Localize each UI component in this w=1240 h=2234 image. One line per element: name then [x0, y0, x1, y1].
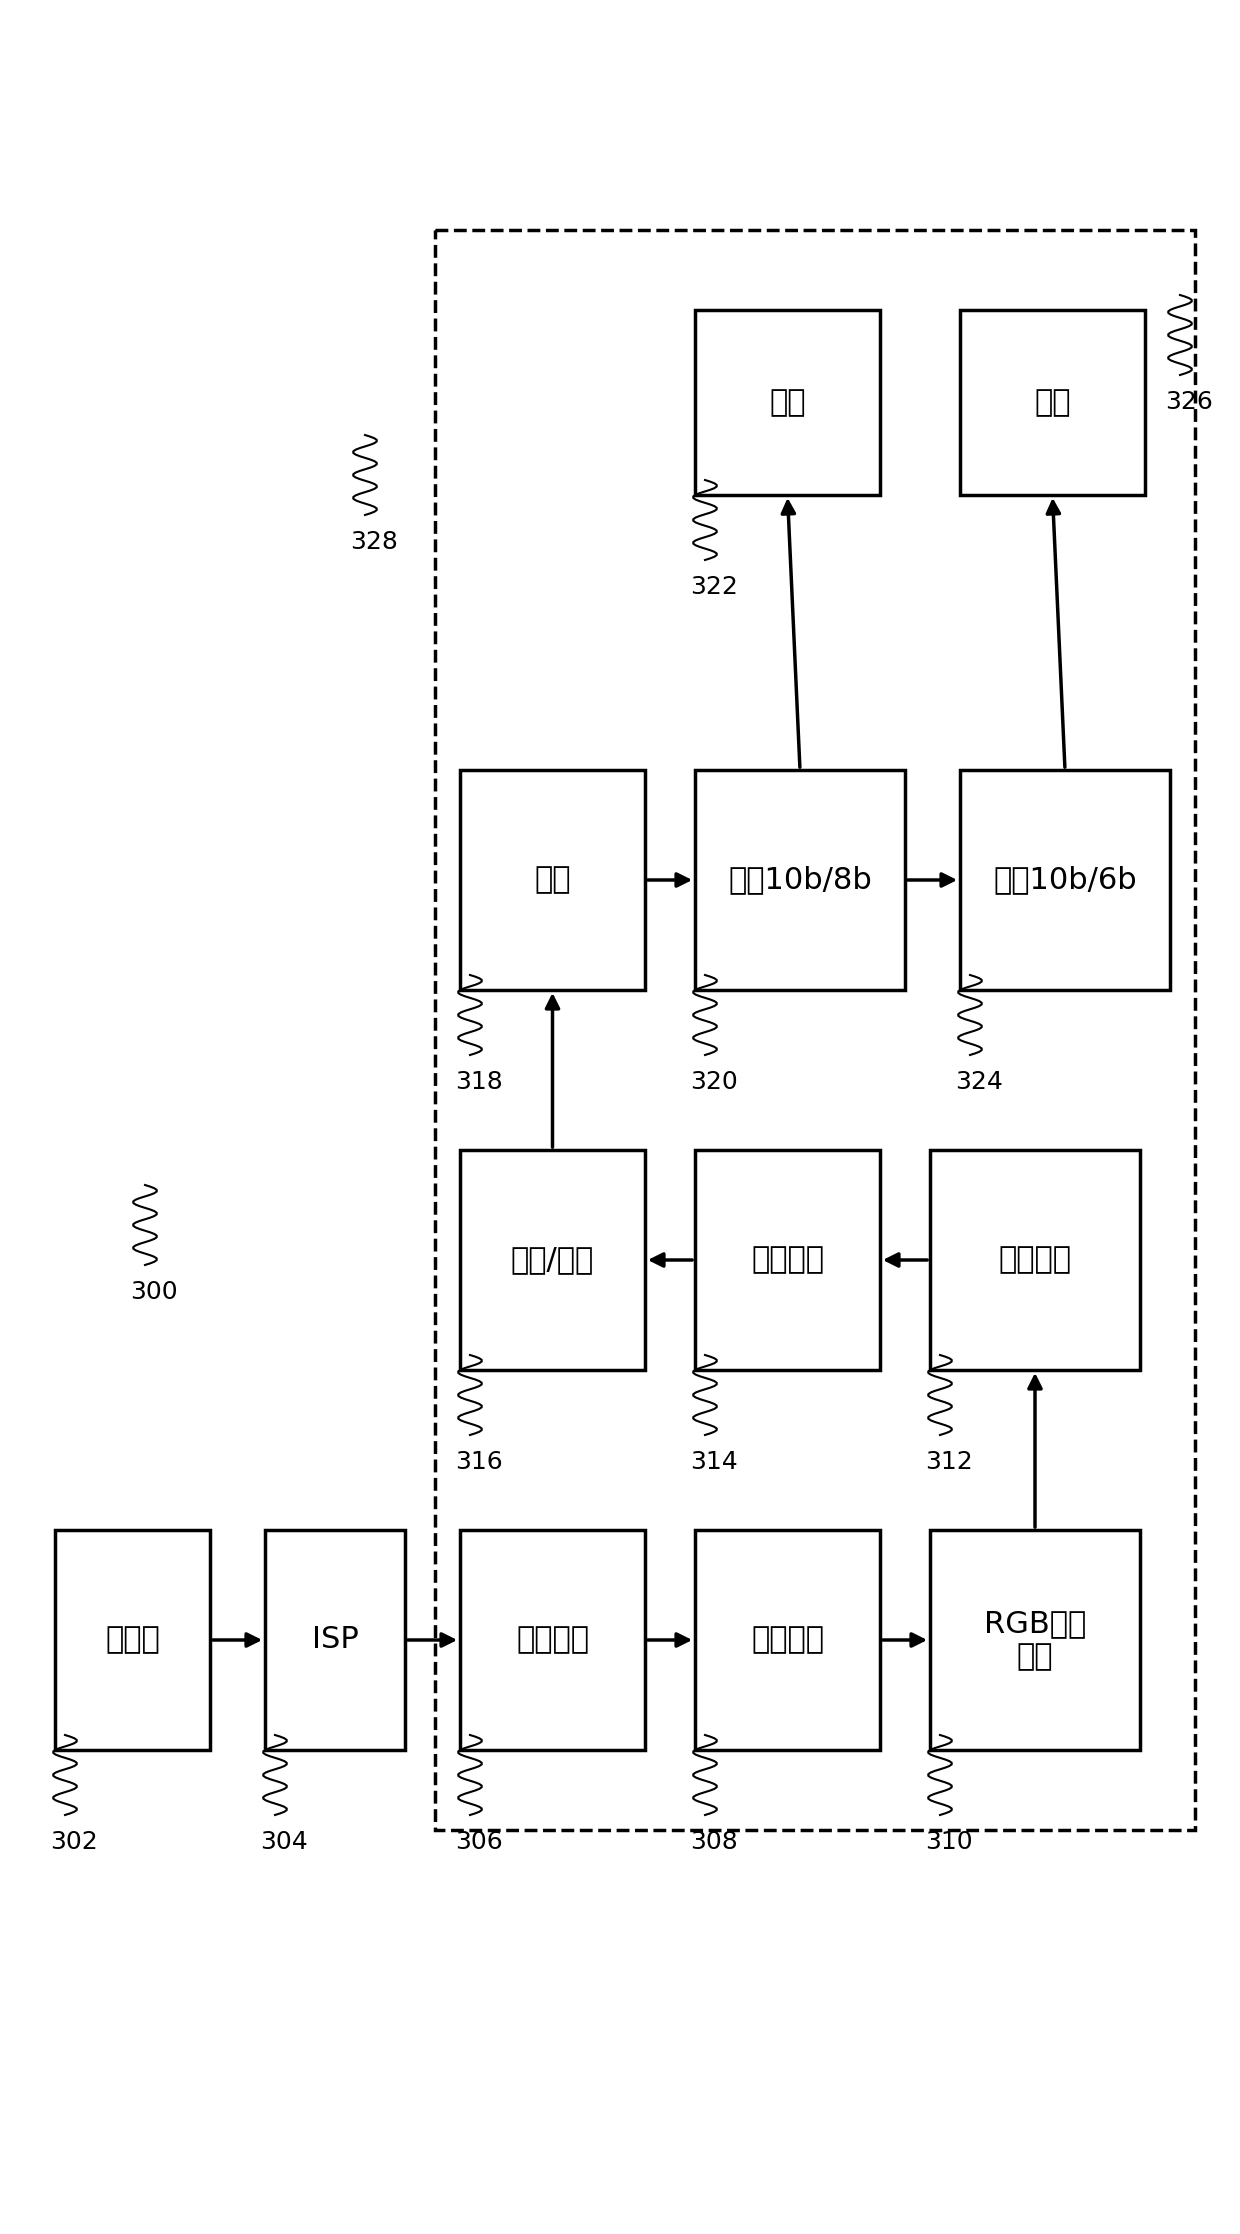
Text: 324: 324 [955, 1070, 1003, 1095]
Text: 312: 312 [925, 1450, 972, 1474]
Text: 显示: 显示 [1034, 389, 1071, 418]
Bar [460, 1530, 645, 1749]
Text: 去马赛克: 去马赛克 [516, 1626, 589, 1655]
Text: 322: 322 [689, 574, 738, 599]
Bar [694, 1151, 880, 1369]
Bar [435, 230, 1195, 1830]
Text: 300: 300 [130, 1280, 177, 1305]
Text: 颜色增强: 颜色增强 [751, 1247, 825, 1276]
Text: ISP: ISP [311, 1626, 358, 1655]
Text: 320: 320 [689, 1070, 738, 1095]
Bar [460, 1151, 645, 1369]
Text: 抖动10b/8b: 抖动10b/8b [728, 865, 872, 894]
Bar [460, 771, 645, 990]
Bar [694, 1530, 880, 1749]
Text: 去噪/锐化: 去噪/锐化 [511, 1247, 594, 1276]
Text: 保存: 保存 [769, 389, 806, 418]
Text: 抖动10b/6b: 抖动10b/6b [993, 865, 1137, 894]
Bar [694, 771, 905, 990]
Bar [55, 1530, 210, 1749]
Text: 色温调整: 色温调整 [751, 1626, 825, 1655]
Text: 318: 318 [455, 1070, 502, 1095]
Text: 326: 326 [1166, 391, 1213, 413]
Text: 306: 306 [455, 1830, 502, 1854]
Text: 302: 302 [50, 1830, 98, 1854]
Text: 328: 328 [350, 529, 398, 554]
Bar [930, 1530, 1140, 1749]
Text: RGB独立
增益: RGB独立 增益 [983, 1608, 1086, 1671]
Bar [960, 311, 1145, 496]
Text: 缩放: 缩放 [534, 865, 570, 894]
Bar [930, 1151, 1140, 1369]
Text: 304: 304 [260, 1830, 308, 1854]
Text: 内窥镜: 内窥镜 [105, 1626, 160, 1655]
Bar [694, 311, 880, 496]
Text: 伽马校正: 伽马校正 [998, 1247, 1071, 1276]
Bar [265, 1530, 405, 1749]
Bar [960, 771, 1171, 990]
Text: 316: 316 [455, 1450, 502, 1474]
Text: 308: 308 [689, 1830, 738, 1854]
Text: 314: 314 [689, 1450, 738, 1474]
Text: 310: 310 [925, 1830, 972, 1854]
